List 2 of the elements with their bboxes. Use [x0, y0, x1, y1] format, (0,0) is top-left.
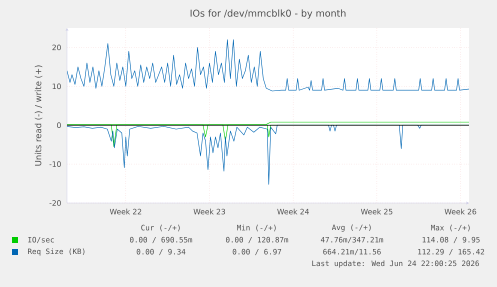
chart-title: IOs for /dev/mmcblk0 - by month — [190, 9, 346, 19]
y-axis-title: Units read (-) / write (+) — [34, 65, 42, 166]
